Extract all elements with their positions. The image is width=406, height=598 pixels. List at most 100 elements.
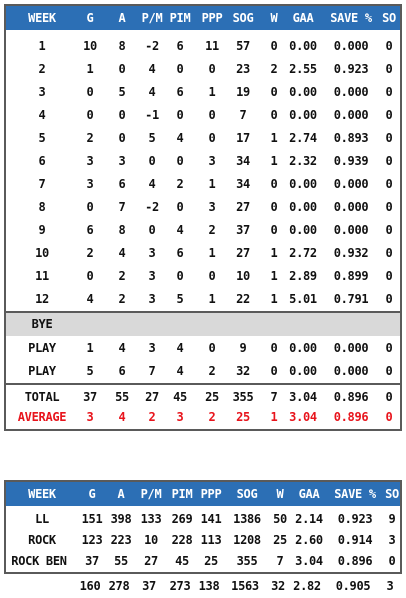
week-number: 5 [38,131,46,145]
play-row: PLAY 5 6 7 4 2 32 0 0.00 0.000 0 [6,360,400,383]
average-cell: 2 [208,410,216,424]
stat-cell: 1 [270,154,278,168]
stat-cell: 0 [270,108,278,122]
week-row: 4 0 0 -1 0 0 7 0 0.00 0.000 0 [6,104,400,127]
column-header: WEEK [28,11,56,25]
stat-cell: 1 [270,269,278,283]
summary-total-cell: 0.905 [335,579,371,593]
stat-cell: 398 [110,512,132,526]
average-row: AVERAGE 3 4 2 3 2 25 1 3.04 0.896 0 [6,406,400,429]
total-cell: 55 [115,390,129,404]
play-row: PLAY 1 4 3 4 0 9 0 0.00 0.000 0 [6,337,400,360]
stat-cell: 0 [388,554,396,568]
stat-cell: 34 [236,177,250,191]
summary-row: ROCK BEN 37 55 27 45 25 355 7 3.04 0.896 0 [6,550,400,573]
stat-cell: 2.32 [289,154,317,168]
week-row: 6 3 3 0 0 3 34 1 2.32 0.939 0 [6,150,400,173]
stat-cell: 0.914 [337,533,373,547]
stat-cell: 25 [273,533,287,547]
stat-cell: 0 [86,269,94,283]
stat-cell: 5 [86,364,94,378]
total-cell: 37 [83,390,97,404]
stat-cell: -2 [145,39,159,53]
stat-cell: 0 [86,108,94,122]
week-number: 7 [38,177,46,191]
column-header: G [88,487,96,501]
stat-cell: 0 [385,292,393,306]
stat-cell: 0.00 [289,200,317,214]
stat-cell: 0 [385,108,393,122]
stat-cell: 9 [388,512,396,526]
stat-cell: 0 [176,269,184,283]
column-header: SO [385,487,399,501]
stat-cell: 0 [385,246,393,260]
stat-cell: 37 [236,223,250,237]
total-cell: 3.04 [289,390,317,404]
stat-cell: 0 [385,200,393,214]
stat-cell: 3 [86,177,94,191]
column-header: PIM [169,11,191,25]
total-cell: 25 [205,390,219,404]
stat-cell: 0 [118,108,126,122]
week-row: 10 2 4 3 6 1 27 1 2.72 0.932 0 [6,242,400,265]
stat-cell: 0 [270,341,278,355]
stat-cell: 0 [208,131,216,145]
stat-cell: 0.00 [289,85,317,99]
column-header: P/M [141,11,163,25]
stat-cell: 0 [270,85,278,99]
average-cell: 4 [118,410,126,424]
stat-cell: 0 [385,177,393,191]
stat-cell: 0 [208,108,216,122]
stat-cell: 1 [208,177,216,191]
player-name: ROCK [28,533,56,547]
stat-cell: 1 [208,246,216,260]
stat-cell: 19 [236,85,250,99]
stat-cell: 0.00 [289,108,317,122]
week-number: 6 [38,154,46,168]
stat-cell: 2 [118,269,126,283]
stat-cell: 10 [144,533,158,547]
column-header: G [86,11,94,25]
total-label: TOTAL [24,390,60,404]
stat-cell: 0.893 [333,131,369,145]
stat-cell: 2 [118,292,126,306]
stat-cell: 7 [118,200,126,214]
bye-label: BYE [31,317,53,331]
week-row: 12 4 2 3 5 1 22 1 5.01 0.791 0 [6,288,400,311]
player-name: ROCK BEN [11,554,67,568]
average-cell: 2 [148,410,156,424]
week-row: 8 0 7 -2 0 3 27 0 0.00 0.000 0 [6,196,400,219]
stat-cell: 0 [385,269,393,283]
stat-cell: 0 [208,62,216,76]
stat-cell: 2 [208,364,216,378]
stat-cell: 8 [118,39,126,53]
stat-cell: 0 [270,223,278,237]
summary-header-row: WEEK G A P/M PIM PPP SOG W GAA SAVE % SO [6,482,400,506]
stat-cell: 0 [385,364,393,378]
stat-cell: 3.04 [295,554,323,568]
stat-cell: 0.939 [333,154,369,168]
stat-cell: 0.000 [333,39,369,53]
stat-cell: 1 [270,292,278,306]
stat-cell: 355 [236,554,258,568]
stat-cell: 2 [270,62,278,76]
summary-totals-row: 160 278 37 273 138 1563 32 2.82 0.905 3 [4,575,402,598]
stat-cell: 0.932 [333,246,369,260]
stat-cell: 113 [200,533,222,547]
stat-cell: 3 [388,533,396,547]
player-name: LL [35,512,49,526]
stat-cell: 0.000 [333,364,369,378]
total-cell: 0 [385,390,393,404]
stat-cell: 0 [385,39,393,53]
summary-row: ROCK 123 223 10 228 113 1208 25 2.60 0.914 3 [6,529,400,552]
stat-cell: 5 [118,85,126,99]
stat-cell: 3 [148,269,156,283]
play-label: PLAY [28,341,56,355]
stat-cell: 4 [86,292,94,306]
total-cell: 27 [145,390,159,404]
stat-cell: 2.55 [289,62,317,76]
stat-cell: 8 [118,223,126,237]
column-header: SAVE % [330,11,372,25]
stat-cell: 0.00 [289,223,317,237]
stat-cell: 3 [208,154,216,168]
